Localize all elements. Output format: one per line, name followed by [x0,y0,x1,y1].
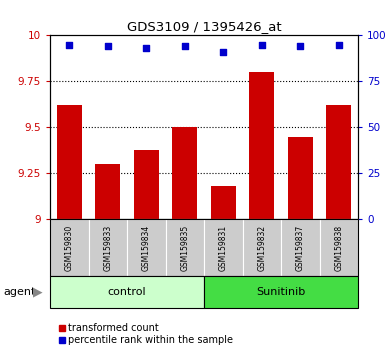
Text: GSM159830: GSM159830 [65,225,74,271]
Point [143,45,149,51]
Text: Sunitinib: Sunitinib [256,287,306,297]
Point [66,42,72,47]
Bar [204,276,358,308]
Text: GSM159831: GSM159831 [219,225,228,271]
Legend: transformed count, percentile rank within the sample: transformed count, percentile rank withi… [55,319,236,349]
Bar [89,219,127,276]
Bar [50,219,89,276]
Text: control: control [108,287,146,297]
Bar [326,105,352,219]
Bar [134,149,159,219]
Text: agent: agent [4,287,36,297]
Point [297,44,303,49]
Bar [127,219,166,276]
Text: GSM159837: GSM159837 [296,225,305,271]
Text: GSM159835: GSM159835 [180,225,189,271]
Bar [320,219,358,276]
Bar [281,219,320,276]
Text: GSM159838: GSM159838 [334,225,343,271]
Bar [288,137,313,219]
Text: GSM159832: GSM159832 [257,225,266,271]
Text: GSM159834: GSM159834 [142,225,151,271]
Bar [249,72,274,219]
Text: ▶: ▶ [33,286,42,298]
Bar [204,219,243,276]
Title: GDS3109 / 1395426_at: GDS3109 / 1395426_at [127,20,281,33]
Bar [166,219,204,276]
Point [336,42,342,47]
Bar [243,219,281,276]
Text: GSM159833: GSM159833 [103,225,112,271]
Bar [50,276,204,308]
Bar [211,186,236,219]
Point [220,49,226,55]
Point [259,42,265,47]
Point [105,44,111,49]
Point [182,44,188,49]
Bar [172,127,198,219]
Bar [57,105,82,219]
Bar [95,164,121,219]
